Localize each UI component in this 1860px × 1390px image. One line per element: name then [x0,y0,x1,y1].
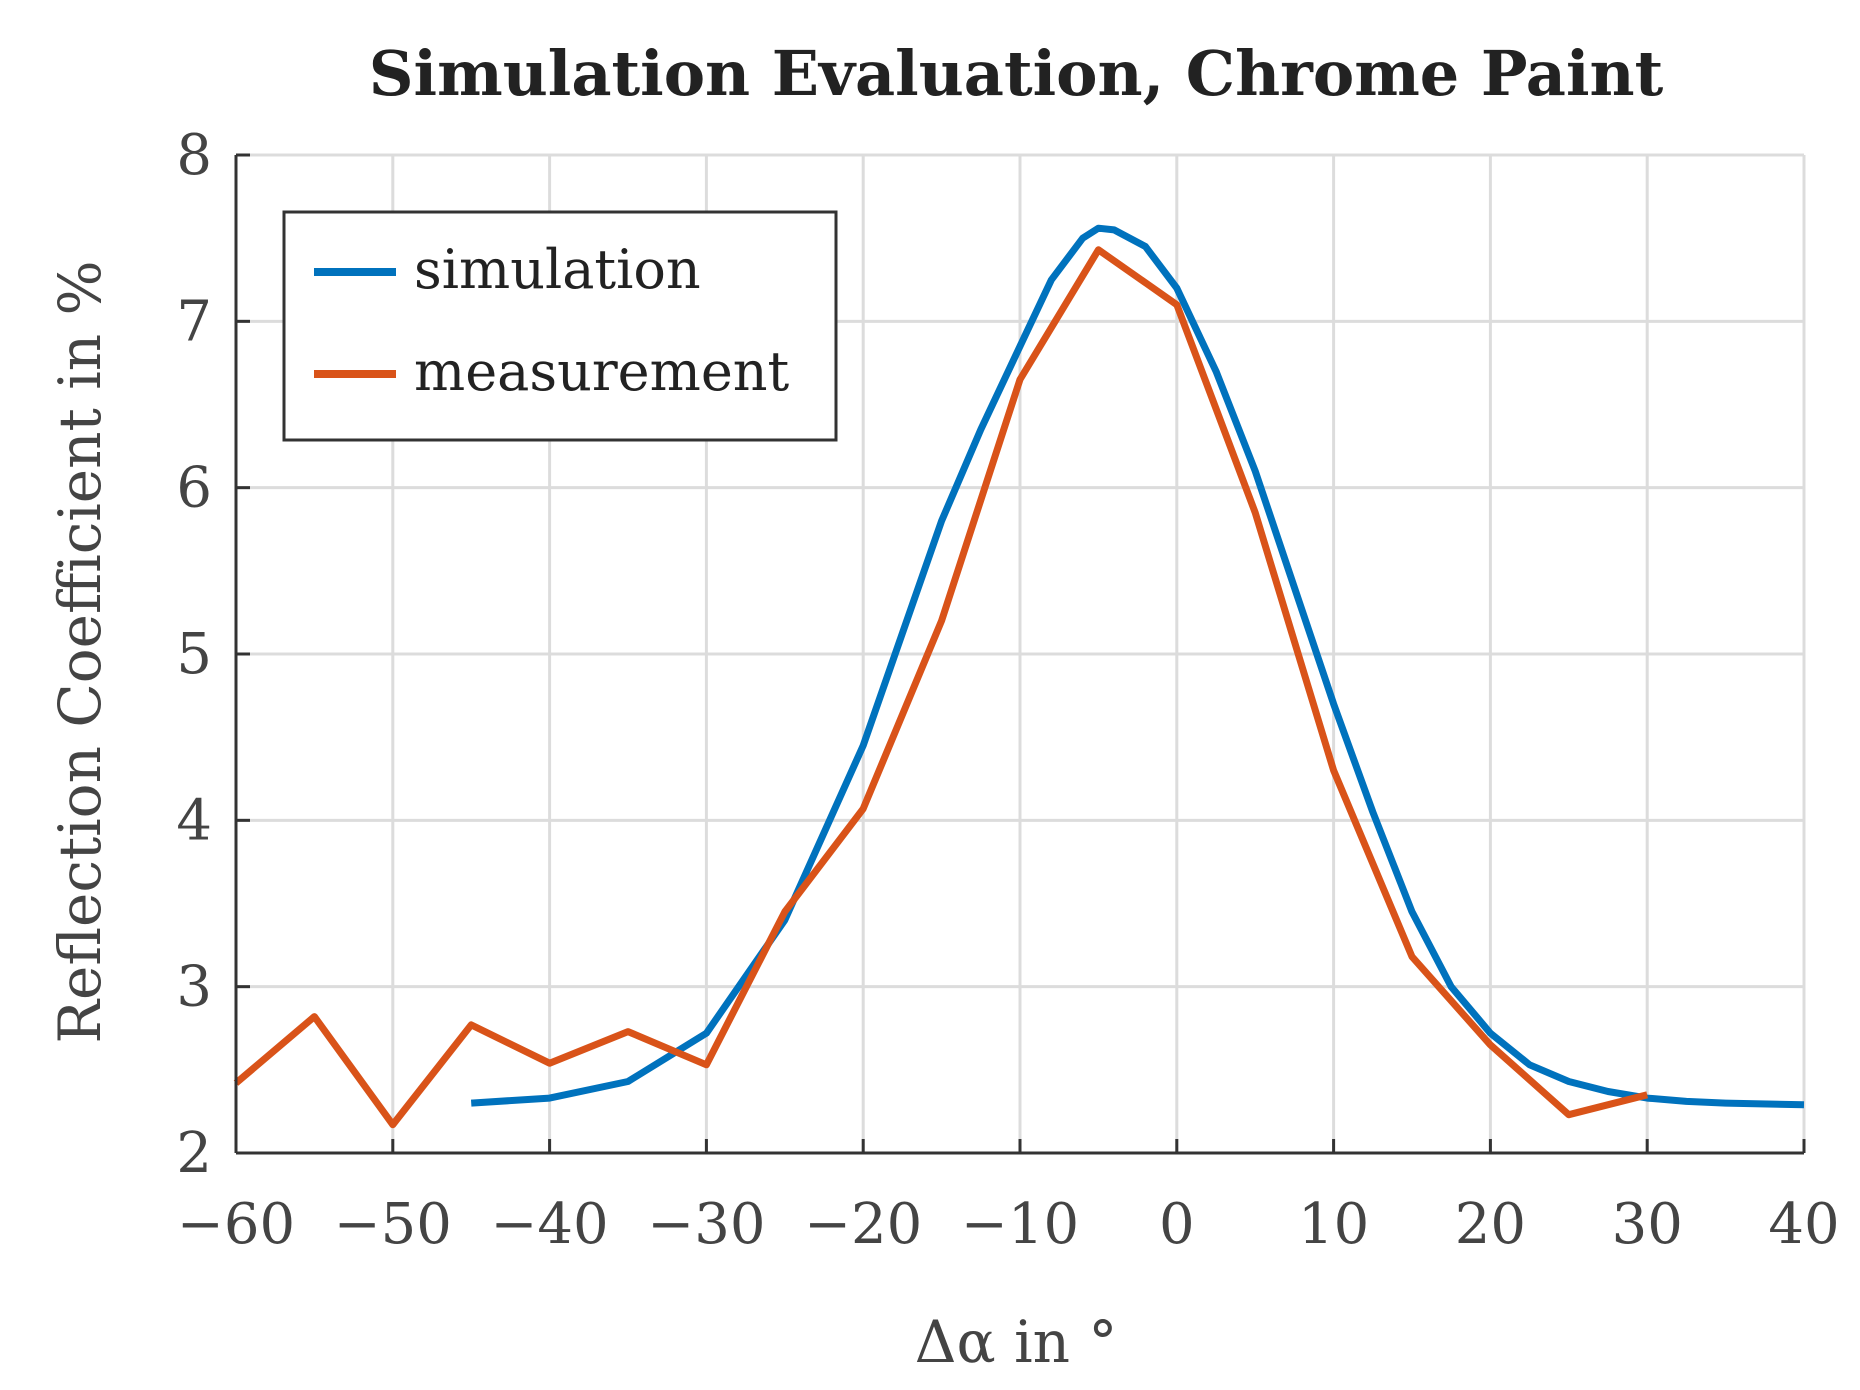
x-tick-label: −20 [804,1192,922,1257]
legend-box [282,210,838,442]
y-tick-label: 8 [176,123,212,188]
x-tick-label: −30 [647,1192,765,1257]
x-tick-label: −10 [961,1192,1079,1257]
x-tick-label: −40 [491,1192,609,1257]
y-tick-label: 5 [176,622,212,687]
x-tick-label: −60 [177,1192,295,1257]
y-tick-label: 3 [176,955,212,1020]
y-tick-labels: 2 3 4 5 6 7 8 [176,123,212,1186]
y-tick-label: 2 [176,1121,212,1186]
x-tick-labels: −60 −50 −40 −30 −20 −10 0 10 20 30 40 [177,1192,1840,1257]
x-tick-label: 40 [1768,1192,1839,1257]
legend-label-simulation: simulation [414,238,701,301]
x-tick-label: 0 [1159,1192,1195,1257]
y-tick-label: 7 [176,289,212,354]
x-tick-label: 10 [1298,1192,1369,1257]
x-axis-label: Δα in ° [915,1308,1118,1376]
y-tick-label: 6 [176,456,212,521]
legend: simulation measurement [282,210,838,442]
y-axis-label: Reflection Coefficient in % [46,260,114,1043]
x-tick-label: 30 [1612,1192,1683,1257]
axes [234,153,1806,1155]
series-line-measurement [233,246,1649,1129]
y-tick-label: 4 [176,788,212,853]
legend-label-measurement: measurement [414,340,790,403]
x-tick-label: −50 [334,1192,452,1257]
x-tick-label: 20 [1455,1192,1526,1257]
chart-title: Simulation Evaluation, Chrome Paint [369,37,1664,110]
series-line-simulation [470,224,1805,1109]
series-layer [233,224,1805,1129]
